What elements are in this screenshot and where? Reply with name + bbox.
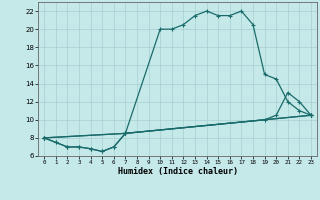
X-axis label: Humidex (Indice chaleur): Humidex (Indice chaleur) bbox=[118, 167, 238, 176]
